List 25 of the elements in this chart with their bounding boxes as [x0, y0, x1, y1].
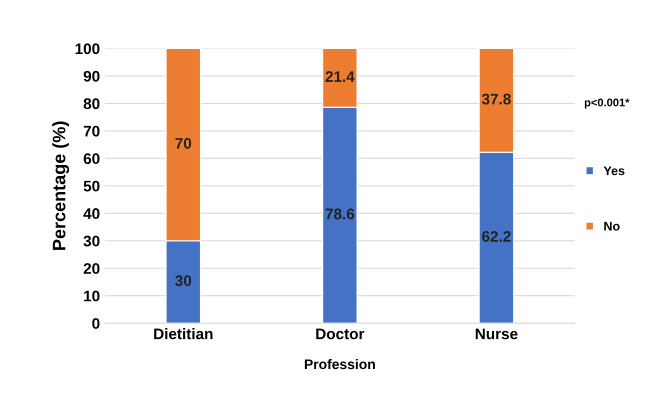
data-label: 21.4	[326, 71, 355, 82]
x-tick-label: Dietitian	[154, 328, 212, 340]
legend-label: No	[604, 222, 620, 231]
x-tick-label: Nurse	[476, 328, 518, 340]
data-label: 62.2	[482, 231, 511, 242]
y-tick-label: 100	[76, 43, 100, 54]
y-tick-label: 50	[84, 180, 100, 192]
y-tick-label: 90	[84, 70, 100, 82]
y-tick-label: 40	[83, 208, 100, 219]
legend-label: Yes	[604, 166, 624, 176]
y-tick-label: 0	[92, 318, 100, 329]
y-tick-label: 30	[84, 236, 100, 246]
data-label: 70	[175, 138, 192, 149]
data-label: 78.6	[326, 208, 354, 220]
data-label: 30	[175, 275, 192, 286]
x-tick-label: Doctor	[316, 328, 364, 340]
y-tick-label: 80	[84, 98, 100, 110]
y-tick-label: 20	[84, 263, 100, 274]
y-tick-label: 60	[84, 153, 100, 164]
y-tick-label: 10	[84, 290, 100, 302]
data-label: 37.8	[482, 94, 511, 105]
text: p<0.001*	[584, 98, 630, 109]
y-axis-title: Percentage (%)	[52, 122, 70, 250]
y-tick-label: 70	[84, 126, 100, 137]
x-axis-title: Profession	[304, 358, 375, 370]
